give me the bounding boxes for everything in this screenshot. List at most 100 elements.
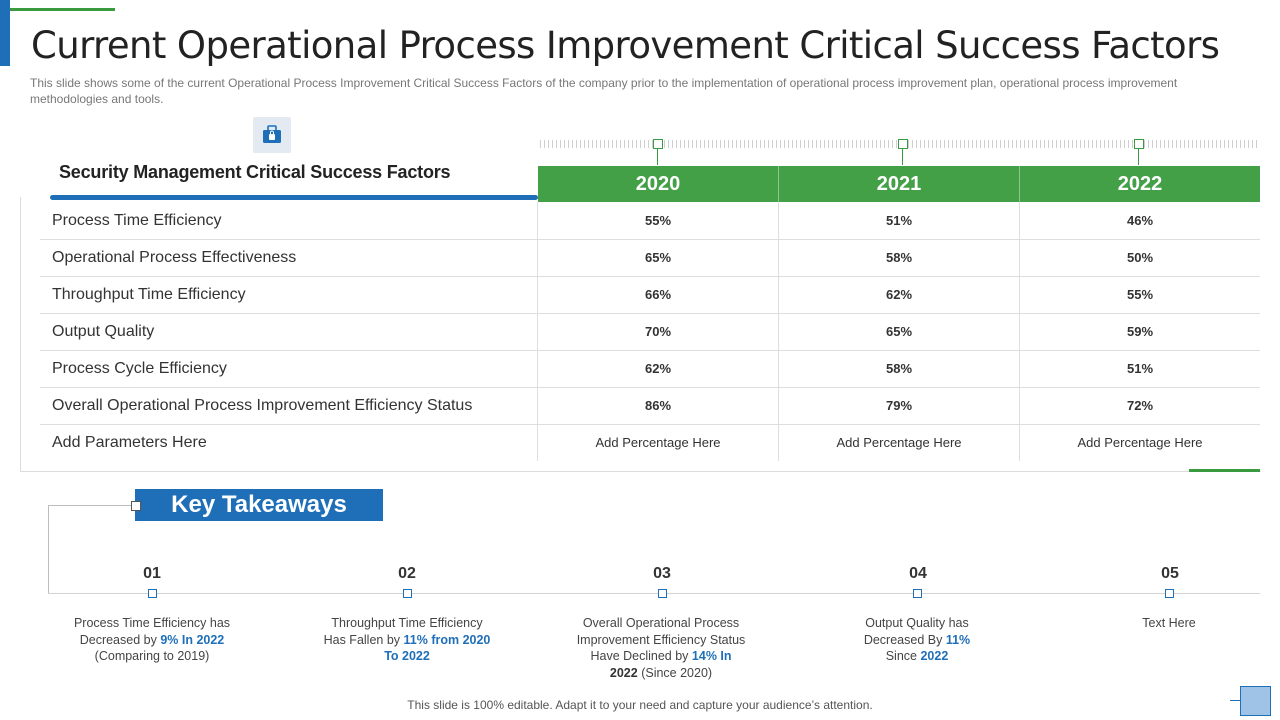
cell-value: 62% [885, 287, 913, 302]
timeline-marker [148, 589, 157, 598]
takeaway-line: (Comparing to 2019) [52, 648, 252, 665]
takeaway-text: Text Here [1069, 615, 1269, 632]
takeaway-number: 05 [1161, 565, 1179, 582]
page-subtitle: This slide shows some of the current Ope… [30, 76, 1178, 106]
year-marker [1134, 139, 1144, 149]
takeaway-number: 04 [909, 565, 927, 582]
takeaway-segment: 11% from 2020 [403, 632, 491, 647]
cell-value: 70% [644, 324, 672, 339]
takeaway-text: Throughput Time Efficiency Has Fallen by … [307, 615, 507, 665]
corner-accent-bar [0, 0, 10, 66]
cell-value: 50% [1126, 250, 1154, 265]
cell-value: 79% [885, 398, 913, 413]
takeaway-number: 02 [398, 565, 416, 582]
takeaway-number: 01 [143, 565, 161, 582]
footer-note: This slide is 100% editable. Adapt it to… [407, 698, 873, 712]
row-label: Operational Process Effectiveness [52, 249, 297, 266]
takeaway-segment: Decreased By [863, 632, 946, 647]
takeaway-line: 2022 (Since 2020) [561, 665, 761, 682]
cell-value: 62% [644, 361, 672, 376]
timeline-marker [403, 589, 412, 598]
takeaway-segment: Improvement Efficiency Status [576, 632, 746, 647]
corner-accent-line [10, 8, 115, 11]
cell-value: 46% [1126, 213, 1154, 228]
year-separator [778, 166, 779, 202]
takeaway-segment: (Since 2020) [637, 665, 713, 680]
takeaway-segment: 2022 [920, 649, 949, 663]
takeaways-bracket [48, 505, 135, 594]
key-takeaways-heading: Key Takeaways [135, 489, 383, 521]
corner-decoration-square [1240, 686, 1271, 716]
timeline-marker [658, 589, 667, 598]
takeaway-line: Output Quality has [817, 615, 1017, 632]
year-header-2020: 2020 [538, 166, 778, 202]
cell-value: 59% [1126, 324, 1154, 339]
column-separator [537, 202, 538, 461]
cell-value: 72% [1126, 398, 1154, 413]
takeaway-line: Process Time Efficiency has [52, 615, 252, 632]
year-header-2021: 2021 [779, 166, 1019, 202]
takeaway-segment: 9% In 2022 [160, 632, 225, 647]
takeaway-line: Have Declined by 14% In [561, 648, 761, 665]
takeaway-segment: Decreased by [79, 632, 161, 647]
year-marker-stem [657, 149, 658, 165]
year-marker-stem [1138, 149, 1139, 165]
takeaway-line: Has Fallen by 11% from 2020 [307, 632, 507, 649]
section-heading: Security Management Critical Success Fac… [59, 162, 451, 182]
takeaway-line: Overall Operational Process [561, 615, 761, 632]
row-label: Output Quality [52, 323, 155, 340]
cell-value: 51% [1126, 361, 1154, 376]
table-row [40, 313, 1260, 351]
takeaway-segment: 14% In [691, 649, 732, 663]
row-label: Throughput Time Efficiency [52, 286, 246, 303]
cell-value: 58% [885, 361, 913, 376]
cell-value: 55% [1126, 287, 1154, 302]
table-row [40, 239, 1260, 277]
cell-value: 86% [644, 398, 672, 413]
takeaway-segment: Has Fallen by [323, 632, 404, 647]
column-separator [778, 202, 779, 461]
page-title: Current Operational Process Improvement … [31, 24, 1220, 67]
takeaway-line: Since 2022 [817, 648, 1017, 665]
table-row [40, 276, 1260, 314]
cell-value: Add Percentage Here [1077, 435, 1203, 450]
takeaway-line: Decreased by 9% In 2022 [52, 632, 252, 649]
timeline-marker [1165, 589, 1174, 598]
takeaway-number: 03 [653, 565, 671, 582]
takeaway-line: Throughput Time Efficiency [307, 615, 507, 632]
cell-value: 65% [885, 324, 913, 339]
year-separator [1019, 166, 1020, 202]
takeaway-segment: Since [885, 649, 921, 663]
cell-value: 55% [644, 213, 672, 228]
table-row [40, 350, 1260, 388]
takeaway-text: Output Quality has Decreased By 11% Since … [817, 615, 1017, 665]
table-accent-line [1189, 469, 1260, 472]
cell-value: Add Percentage Here [595, 435, 721, 450]
takeaway-segment: Have Declined by [590, 649, 692, 663]
takeaway-segment: Text Here [1142, 616, 1196, 630]
row-label: Process Cycle Efficiency [52, 360, 227, 377]
lock-icon [253, 117, 291, 153]
takeaway-text: Process Time Efficiency has Decreased by … [52, 615, 252, 665]
row-label: Add Parameters Here [52, 434, 207, 451]
cell-value: 51% [885, 213, 913, 228]
takeaway-segment: 2022 [609, 665, 638, 680]
section-underline [50, 195, 538, 200]
takeaway-line: Text Here [1069, 615, 1269, 632]
takeaway-segment: (Comparing to 2019) [94, 649, 210, 663]
takeaway-text: Overall Operational Process Improvement E… [561, 615, 761, 681]
cell-value: 66% [644, 287, 672, 302]
takeaway-segment: To 2022 [384, 649, 430, 663]
year-marker-stem [902, 149, 903, 165]
takeaway-segment: Output Quality has [865, 616, 969, 630]
takeaway-line: Decreased By 11% [817, 632, 1017, 649]
table-row [40, 387, 1260, 425]
year-marker [898, 139, 908, 149]
takeaway-segment: Overall Operational Process [582, 616, 740, 630]
takeaway-segment: Process Time Efficiency has [73, 616, 231, 630]
row-label: Process Time Efficiency [52, 212, 222, 229]
year-marker [653, 139, 663, 149]
takeaways-connector-dot [131, 501, 141, 511]
column-separator [1019, 202, 1020, 461]
table-row [40, 202, 1260, 240]
